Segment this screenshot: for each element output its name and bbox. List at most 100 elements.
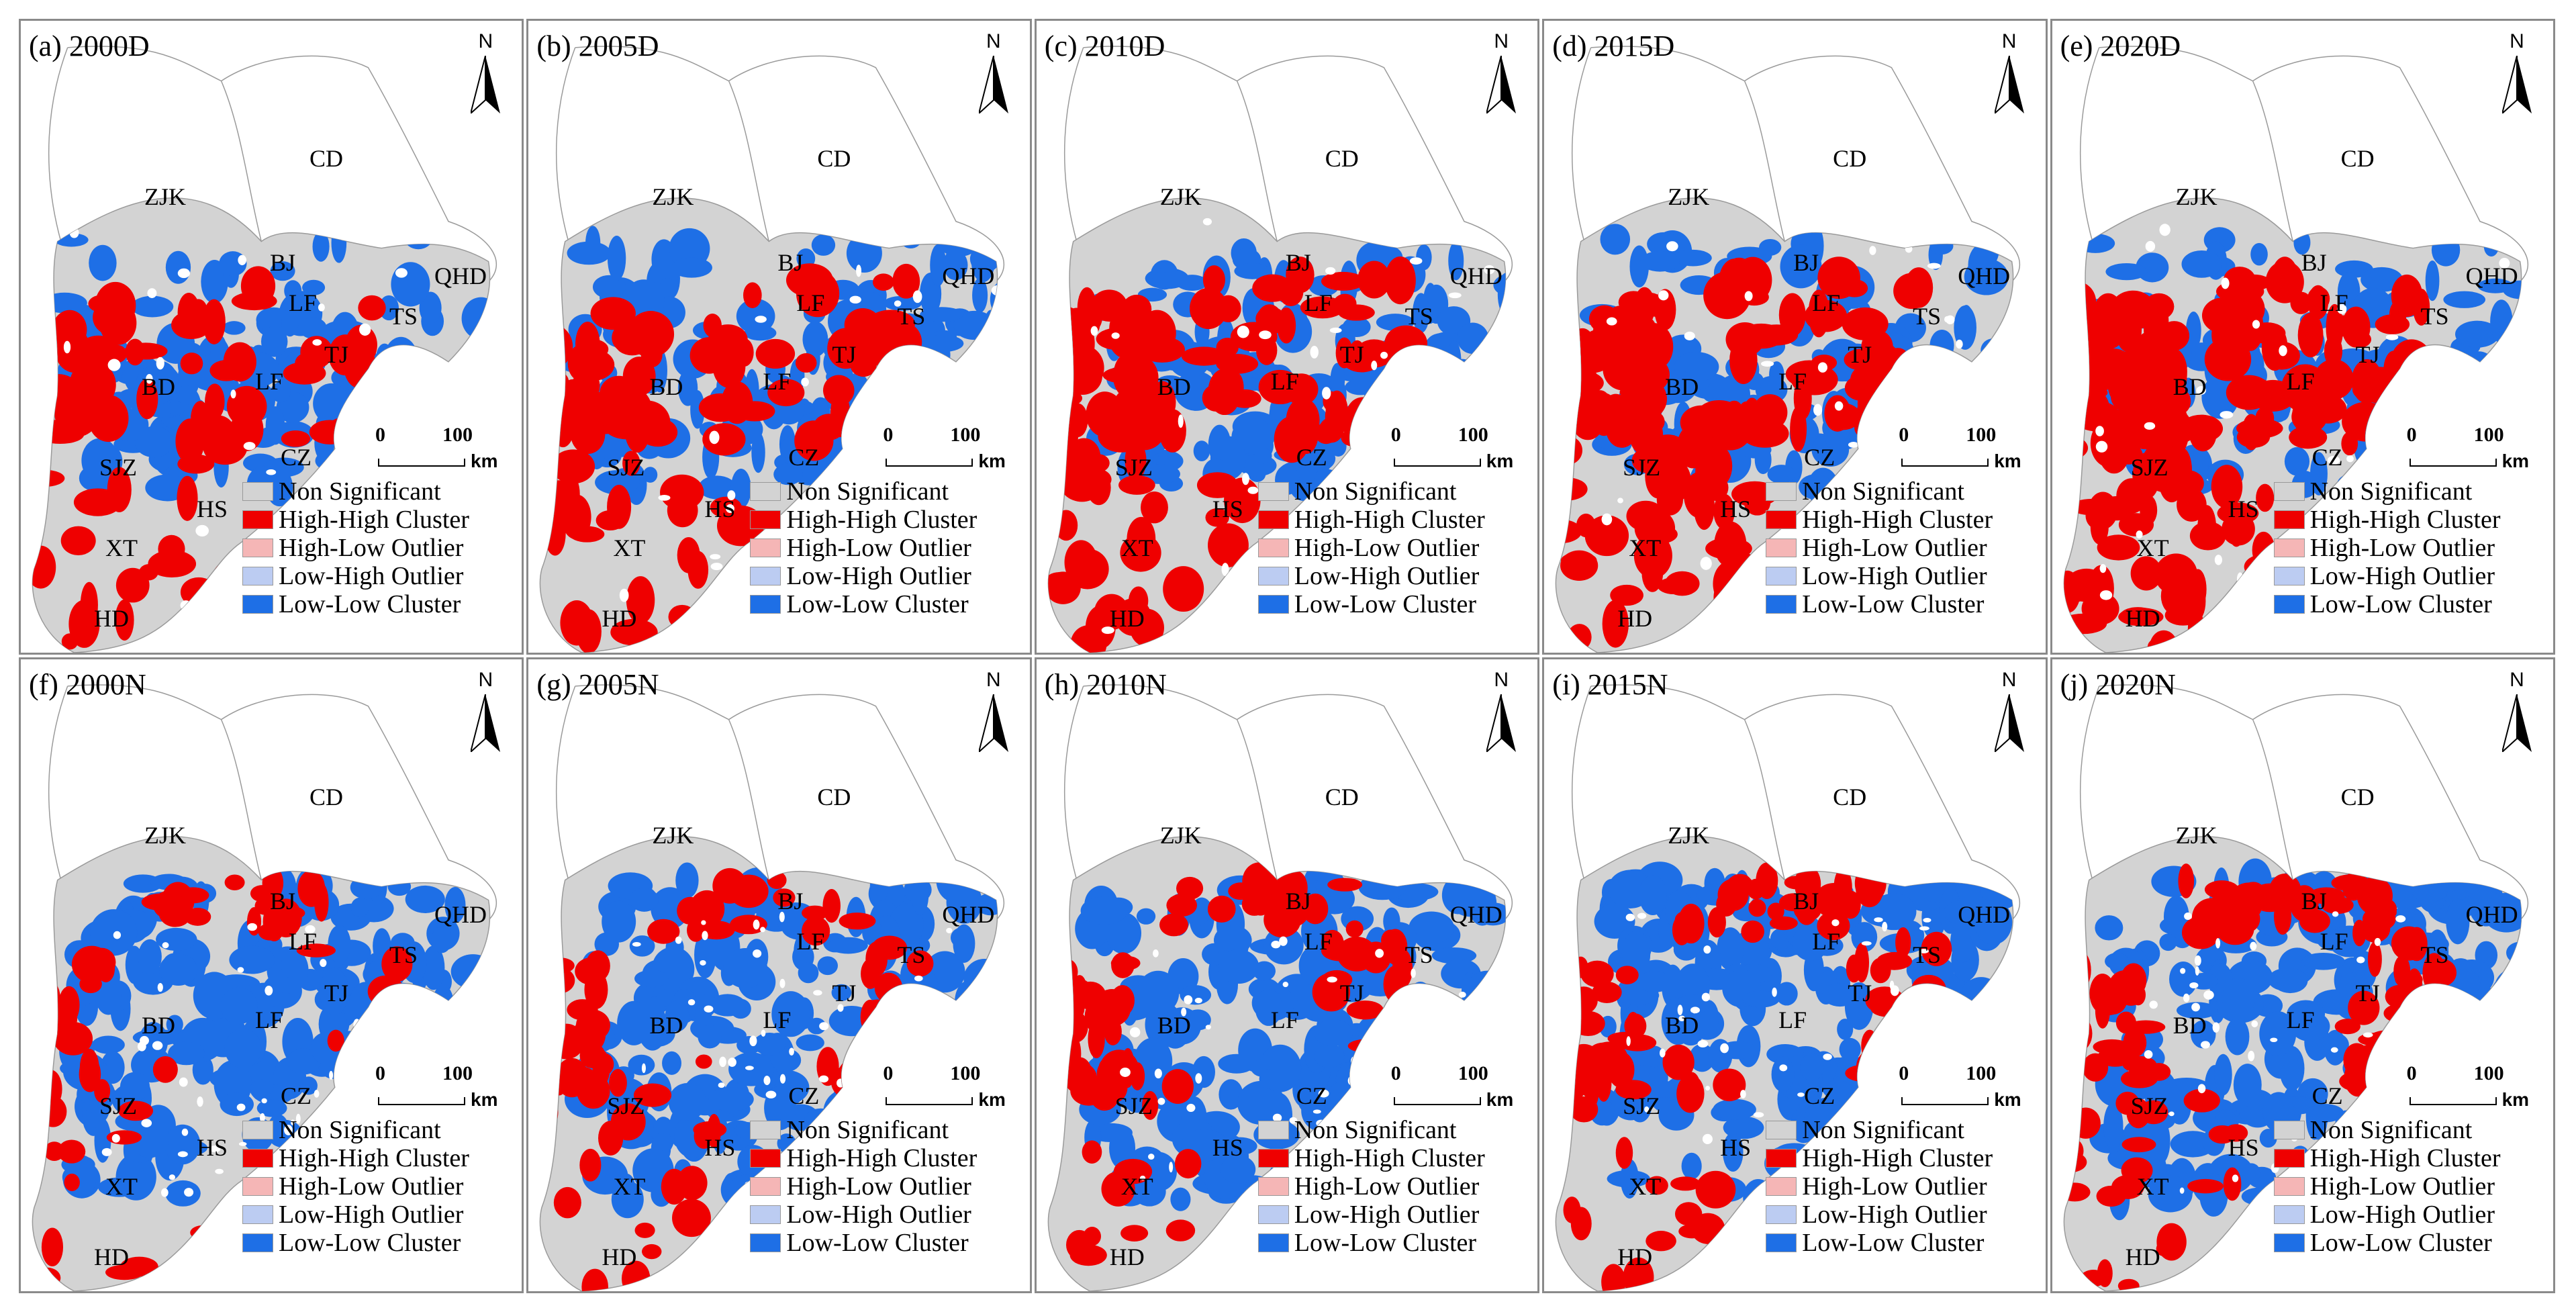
legend-swatch (242, 567, 273, 586)
city-label: CD (1325, 145, 1359, 172)
legend: Non Significant High-High Cluster High-Low… (242, 477, 469, 618)
city-label: CD (2340, 784, 2375, 810)
city-label: TS (389, 941, 418, 968)
panel-label: (a) 2000D (29, 30, 150, 62)
city-label: LF (288, 928, 318, 955)
city-label: ZJK (2175, 822, 2217, 849)
panel-label: (b) 2005D (536, 30, 659, 62)
legend-swatch (242, 539, 273, 557)
city-label: ZJK (1159, 822, 1202, 849)
city-label: SJZ (99, 1092, 138, 1119)
scale-bar: 0 100 km (883, 1062, 1006, 1110)
city-label: TS (1913, 303, 1942, 330)
legend-swatch (1766, 1205, 1797, 1224)
city-label: TJ (1339, 341, 1364, 368)
legend-swatch (1257, 1205, 1289, 1224)
map-panel: (b) 2005D N CD ZJK BJ QHD LF TS TJ BD LF SJZ CZ HS XT H… (526, 19, 1032, 655)
legend-item: High-High Cluster (2273, 1144, 2501, 1172)
legend-swatch (2273, 510, 2305, 529)
legend-label: Low-High Outlier (1294, 562, 1480, 590)
city-label: HD (1617, 605, 1653, 632)
lisa-map (1047, 684, 1513, 1291)
city-label: HS (196, 496, 228, 522)
city-label: LF (1778, 1007, 1807, 1033)
legend-item: Non Significant (2273, 1116, 2501, 1144)
legend-label: Low-High Outlier (1294, 1201, 1480, 1229)
city-label: XT (2136, 1173, 2169, 1200)
city-label: HS (704, 1134, 736, 1161)
legend-label: High-High Cluster (1294, 506, 1485, 534)
legend-swatch (750, 1205, 781, 1224)
legend-label: High-High Cluster (2309, 1144, 2501, 1172)
city-label: SJZ (1114, 454, 1153, 481)
legend-swatch (2273, 1205, 2305, 1224)
legend-item: Low-Low Cluster (1257, 590, 1485, 618)
city-label: QHD (434, 263, 487, 289)
legend-label: Low-Low Cluster (1294, 1229, 1477, 1257)
legend-item: Low-Low Cluster (242, 590, 469, 618)
north-arrow-icon: N (465, 30, 506, 118)
legend-label: High-Low Outlier (786, 1172, 971, 1201)
legend-swatch (1766, 595, 1797, 614)
city-label: QHD (1449, 263, 1502, 289)
legend-item: High-Low Outlier (2273, 1172, 2501, 1201)
city-label: QHD (1958, 263, 2011, 289)
city-label: XT (1629, 1173, 1662, 1200)
map-panel: (d) 2015D N CD ZJK BJ QHD LF TS TJ BD LF SJZ CZ HS XT H… (1542, 19, 2048, 655)
lisa-map (2063, 684, 2528, 1291)
legend-label: High-High Cluster (1802, 1144, 1993, 1172)
city-label: BJ (269, 888, 296, 915)
city-label: SJZ (2130, 1092, 2168, 1119)
legend-swatch (2273, 1233, 2305, 1252)
city-label: XT (1120, 534, 1153, 561)
city-label: LF (796, 289, 825, 316)
city-label: LF (2286, 368, 2315, 395)
legend-item: High-High Cluster (750, 506, 977, 534)
city-label: CD (309, 145, 344, 172)
city-label: CD (309, 784, 344, 810)
city-label: HD (1109, 1244, 1145, 1270)
legend-label: Low-Low Cluster (1802, 590, 1985, 618)
legend-swatch (1257, 510, 1289, 529)
north-arrow-icon: N (2497, 669, 2537, 756)
legend-label: High-Low Outlier (2309, 534, 2495, 562)
city-label: QHD (1958, 901, 2011, 928)
legend-label: Non Significant (279, 1116, 441, 1144)
city-label: HD (602, 605, 637, 632)
lisa-map (1555, 46, 2021, 653)
legend-item: High-Low Outlier (750, 534, 977, 562)
legend-label: Low-Low Cluster (279, 590, 461, 618)
city-label: CZ (1296, 1082, 1327, 1109)
city-label: HD (1617, 1244, 1653, 1270)
legend-item: Low-High Outlier (750, 562, 977, 590)
legend-label: High-High Cluster (786, 1144, 977, 1172)
city-label: TS (2420, 941, 2449, 968)
city-label: LF (1304, 928, 1333, 955)
legend-label: Non Significant (1802, 477, 1964, 506)
city-label: TS (1404, 941, 1433, 968)
city-label: SJZ (607, 1092, 645, 1119)
legend-label: Low-Low Cluster (1294, 590, 1477, 618)
city-label: BJ (269, 249, 296, 276)
legend-swatch (242, 510, 273, 529)
city-label: QHD (942, 901, 995, 928)
legend-label: Low-Low Cluster (2309, 1229, 2492, 1257)
city-label: BD (649, 373, 683, 400)
legend-swatch (750, 595, 781, 614)
lisa-map (1047, 46, 1513, 653)
legend-swatch (2273, 1121, 2305, 1139)
city-label: LF (1778, 368, 1807, 395)
legend-swatch (1766, 567, 1797, 586)
legend-swatch (1257, 1121, 1289, 1139)
legend-item: Low-High Outlier (1766, 562, 1993, 590)
legend-item: Low-High Outlier (1257, 1201, 1485, 1229)
legend-swatch (1257, 482, 1289, 501)
legend-label: High-Low Outlier (1294, 534, 1480, 562)
city-label: CD (817, 145, 851, 172)
legend-item: High-Low Outlier (242, 1172, 469, 1201)
scale-bar: 0 100 km (375, 424, 498, 471)
legend-label: Low-Low Cluster (2309, 590, 2492, 618)
city-label: SJZ (607, 454, 645, 481)
panel-label: (g) 2005N (536, 668, 659, 701)
scale-bar: 0 100 km (2406, 424, 2530, 471)
